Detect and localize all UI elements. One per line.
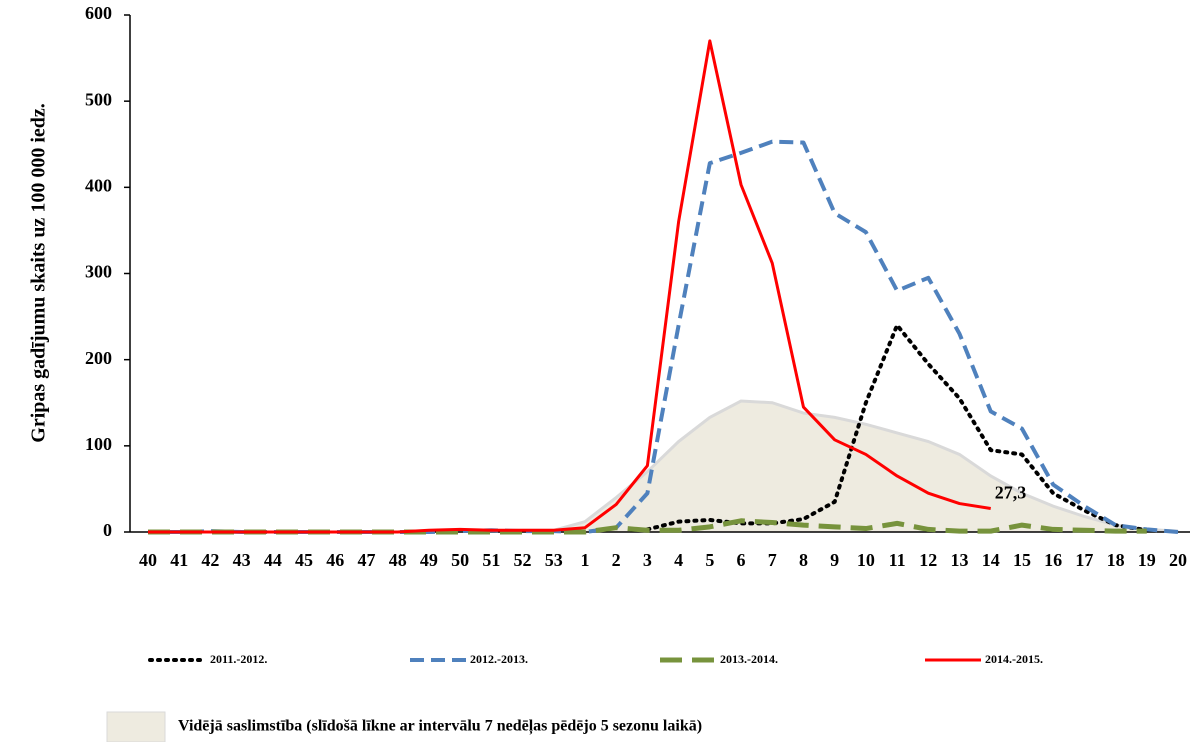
- x-tick-label: 2: [612, 550, 621, 570]
- x-tick-label: 18: [1107, 550, 1125, 570]
- x-tick-label: 11: [889, 550, 906, 570]
- x-tick-label: 50: [451, 550, 469, 570]
- x-tick-label: 4: [674, 550, 683, 570]
- line: [148, 39, 991, 534]
- x-tick-label: 41: [170, 550, 188, 570]
- x-tick-label: 10: [857, 550, 875, 570]
- data-label: 27,3: [995, 483, 1027, 503]
- x-tick-label: 42: [201, 550, 219, 570]
- x-tick-label: 9: [830, 550, 839, 570]
- x-tick-label: 15: [1013, 550, 1031, 570]
- legend-label: 2014.-2015.: [985, 652, 1043, 666]
- x-tick-label: 12: [919, 550, 937, 570]
- x-tick-label: 43: [233, 550, 251, 570]
- x-tick-label: 49: [420, 550, 438, 570]
- legend-label: 2011.-2012.: [210, 652, 267, 666]
- x-tick-label: 53: [545, 550, 563, 570]
- legend-label: 2013.-2014.: [720, 652, 778, 666]
- x-tick-label: 8: [799, 550, 808, 570]
- x-tick-label: 40: [139, 550, 157, 570]
- x-tick-label: 5: [705, 550, 714, 570]
- legend-label: Vidējā saslimstība (slīdošā līkne ar int…: [178, 718, 702, 736]
- line: [645, 323, 1149, 533]
- x-tick-label: 6: [737, 550, 746, 570]
- x-tick-label: 13: [951, 550, 969, 570]
- x-tick-label: 52: [514, 550, 532, 570]
- x-tick-label: 7: [768, 550, 777, 570]
- x-tick-label: 44: [264, 550, 282, 570]
- x-tick-label: 46: [326, 550, 344, 570]
- y-tick-label: 100: [85, 434, 112, 454]
- x-tick-label: 14: [982, 550, 1000, 570]
- x-tick-label: 48: [389, 550, 407, 570]
- x-tick-label: 51: [482, 550, 500, 570]
- y-tick-label: 600: [85, 3, 112, 23]
- x-tick-label: 3: [643, 550, 652, 570]
- x-tick-label: 20: [1169, 550, 1187, 570]
- legend-swatch: [106, 711, 166, 742]
- x-tick-label: 19: [1138, 550, 1156, 570]
- y-tick-label: 500: [85, 89, 112, 109]
- legend-label: 2012.-2013.: [470, 652, 528, 666]
- x-tick-label: 47: [357, 550, 375, 570]
- y-tick-label: 300: [85, 262, 112, 282]
- x-tick-label: 1: [580, 550, 589, 570]
- y-tick-label: 200: [85, 348, 112, 368]
- y-tick-label: 0: [103, 520, 112, 540]
- x-tick-label: 16: [1044, 550, 1062, 570]
- area-fill: [148, 401, 1178, 532]
- y-axis-label: Gripas gadījumu skaits uz 100 000 iedz.: [28, 103, 50, 442]
- x-tick-label: 17: [1075, 550, 1093, 570]
- x-tick-label: 45: [295, 550, 313, 570]
- y-tick-label: 400: [85, 175, 112, 195]
